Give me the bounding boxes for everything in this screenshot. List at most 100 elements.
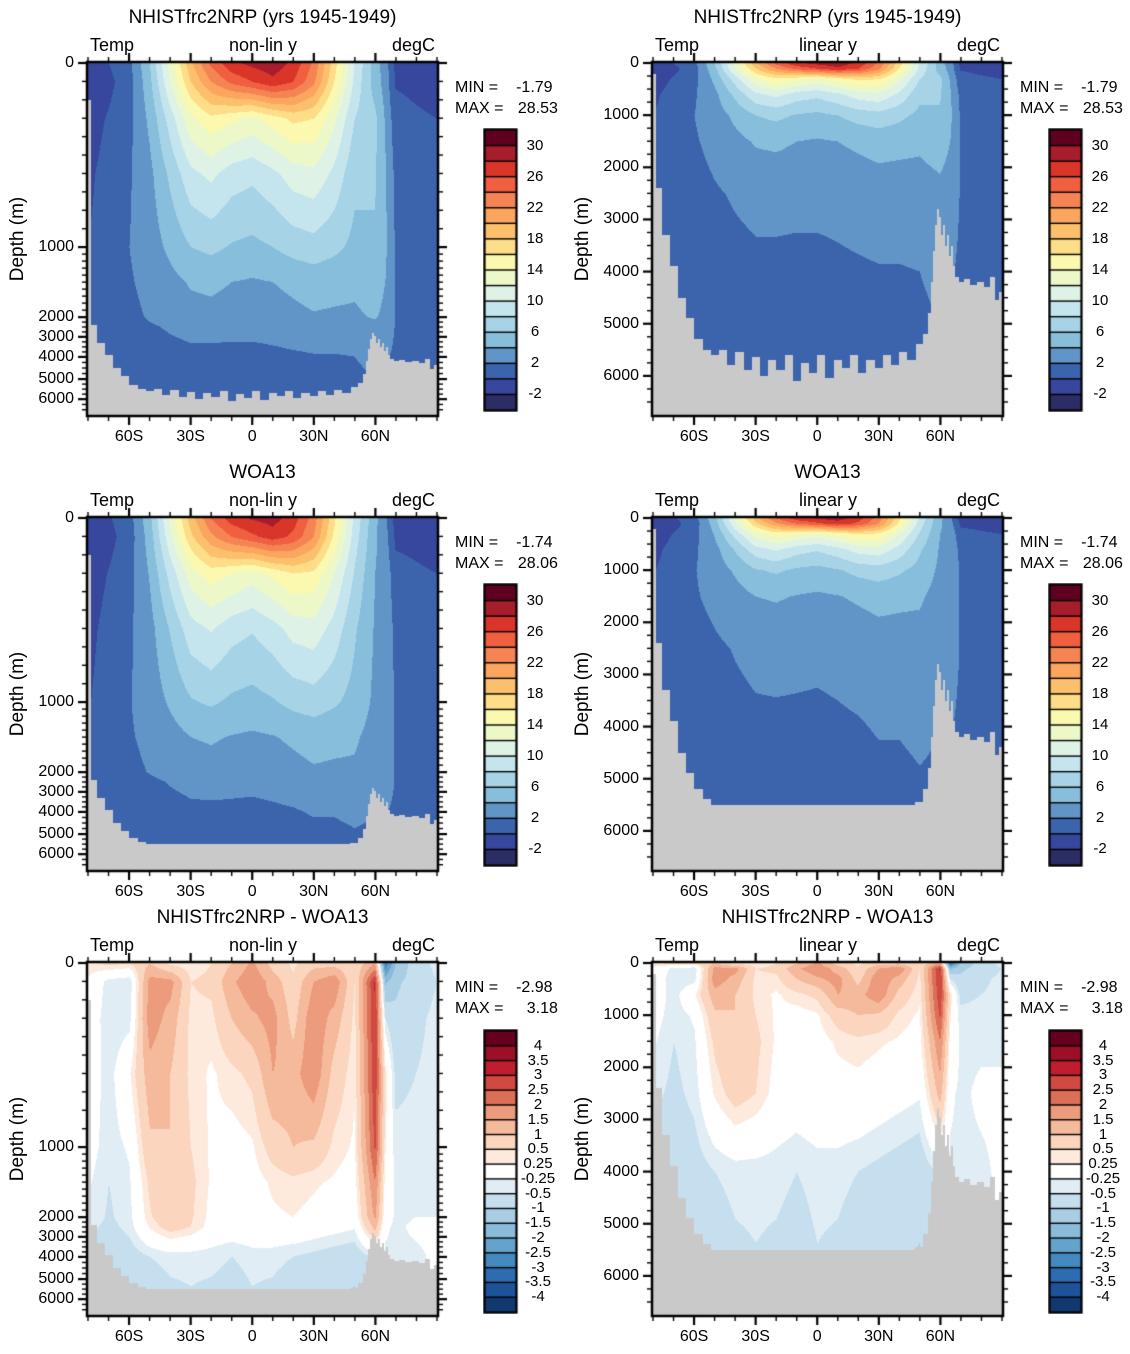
temperature-section-plot (76, 951, 449, 1327)
minmax-readout: MIN = -1.74 MAX = 28.06 (1020, 532, 1123, 574)
colorbar-tick-label: 3 (533, 1066, 543, 1084)
colorbar-tick-label: 0.5 (527, 1140, 549, 1158)
axis-tick-label: 4000 (38, 1247, 74, 1265)
min-row: MIN = -1.79 (1020, 77, 1123, 98)
units-label: degC (956, 490, 1000, 510)
colorbar-tick-label: 18 (526, 229, 544, 247)
min-label: MIN = (455, 79, 503, 96)
colorbar-tick-label: -0.25 (520, 1169, 556, 1187)
colorbar (483, 583, 519, 867)
units-label: degC (391, 35, 435, 55)
axis-tick-label: 0 (247, 883, 257, 900)
units-label: degC (391, 490, 435, 510)
axis-tick-label: 2000 (38, 763, 74, 781)
min-row: MIN = -1.74 (455, 532, 558, 553)
temperature-section-plot (641, 951, 1014, 1327)
temperature-section-plot (641, 506, 1014, 882)
minmax-readout: MIN = -1.79 MAX = 28.53 (455, 77, 558, 119)
colorbar-tick-label: 4 (533, 1036, 543, 1054)
minmax-readout: MIN = -2.98 MAX = 3.18 (455, 977, 558, 1019)
colorbar-tick-label: -1.5 (525, 1214, 551, 1232)
colorbar-tick-label: 2 (533, 1095, 543, 1113)
axis-tick-label: 5000 (603, 314, 639, 332)
axis-tick-label: 30S (176, 883, 205, 900)
units-label: degC (956, 35, 1000, 55)
axis-tick-label: 0 (630, 509, 639, 526)
colorbar-tick-label: -3 (531, 1258, 545, 1276)
colorbar-tick-label: 10 (526, 292, 544, 310)
axis-tick-label: 3000 (38, 782, 74, 800)
axis-tick-label: 0 (65, 509, 74, 526)
axis-tick-label: 30S (741, 428, 770, 445)
yscale-label: non-lin y (228, 35, 298, 55)
colorbar-tick-label: -1.5 (1090, 1214, 1116, 1232)
colorbar (483, 128, 519, 412)
colorbar-tick-label: -2 (528, 840, 542, 858)
variable-label: Temp (655, 935, 700, 955)
colorbar-tick-label: 10 (1091, 747, 1109, 765)
colorbar-tick-label: 14 (1091, 261, 1109, 278)
panel-subheader: Temp non-lin y degC (90, 35, 435, 56)
axis-tick-label: 6000 (603, 366, 639, 384)
colorbar-tick-label: -2 (531, 1229, 545, 1247)
axis-tick-label: 0 (247, 1328, 257, 1345)
min-label: MIN = (1020, 79, 1068, 96)
variable-label: Temp (90, 935, 135, 955)
colorbar-tick-label: 0.25 (1088, 1155, 1118, 1173)
colorbar-tick-label: 10 (526, 747, 544, 765)
axis-tick-label: 60S (679, 1328, 709, 1345)
colorbar-tick-label: -2 (1093, 385, 1107, 403)
yscale-label: non-lin y (228, 490, 298, 510)
units-label: degC (956, 935, 1000, 955)
depth-axis-label: Depth (m) (572, 1096, 593, 1182)
axis-tick-label: 2000 (603, 613, 639, 631)
colorbar-tick-label: 2 (1095, 809, 1105, 827)
axis-tick-label: 4000 (603, 717, 639, 735)
colorbar-tick-label: -3.5 (1090, 1273, 1116, 1291)
panel-title: NHISTfrc2NRP (yrs 1945-1949) (128, 7, 397, 28)
colorbar (1048, 1029, 1084, 1314)
axis-tick-label: 4000 (603, 262, 639, 280)
colorbar-tick-label: 26 (1091, 167, 1109, 185)
colorbar-tick-label: 26 (526, 622, 544, 640)
colorbar-tick-label: 22 (526, 653, 544, 671)
max-value: 28.53 (1082, 100, 1123, 117)
min-value: -2.98 (1081, 979, 1118, 996)
axis-tick-label: 0 (812, 428, 822, 445)
max-label: MAX = (455, 100, 508, 117)
axis-tick-label: 0 (812, 883, 822, 900)
panel-subheader: Temp linear y degC (655, 490, 1000, 511)
colorbar-tick-label: -4 (531, 1288, 545, 1306)
min-label: MIN = (1020, 979, 1068, 996)
axis-tick-label: 2000 (603, 158, 639, 176)
units-label: degC (391, 935, 435, 955)
colorbar-tick-label: 2 (530, 809, 540, 827)
axis-tick-label: 60N (360, 428, 391, 445)
axis-tick-label: 1000 (38, 1138, 74, 1156)
colorbar-tick-label: 3.5 (1092, 1051, 1114, 1069)
colorbar-tick-label: -4 (1096, 1288, 1110, 1306)
min-row: MIN = -1.79 (455, 77, 558, 98)
colorbar-tick-label: 0.5 (1092, 1140, 1114, 1158)
colorbar-tick-label: 30 (1091, 136, 1109, 154)
axis-tick-label: 4000 (38, 347, 74, 365)
max-row: MAX = 3.18 (1020, 998, 1123, 1019)
axis-tick-label: 60N (925, 428, 956, 445)
colorbar-tick-label: 18 (526, 684, 544, 702)
axis-tick-label: 5000 (38, 1270, 74, 1288)
axis-tick-label: 0 (630, 54, 639, 71)
variable-label: Temp (655, 35, 700, 55)
depth-axis-label: Depth (m) (572, 651, 593, 737)
max-value: 28.06 (1082, 555, 1123, 572)
variable-label: Temp (90, 490, 135, 510)
min-row: MIN = -2.98 (1020, 977, 1123, 998)
max-row: MAX = 28.06 (455, 553, 558, 574)
axis-tick-label: 30S (176, 1328, 205, 1345)
max-row: MAX = 28.53 (455, 98, 558, 119)
colorbar-tick-label: 1 (533, 1125, 543, 1143)
max-value: 3.18 (1091, 1000, 1123, 1017)
colorbar (1048, 583, 1084, 867)
min-value: -2.98 (516, 979, 553, 996)
axis-tick-label: 60S (114, 428, 144, 445)
